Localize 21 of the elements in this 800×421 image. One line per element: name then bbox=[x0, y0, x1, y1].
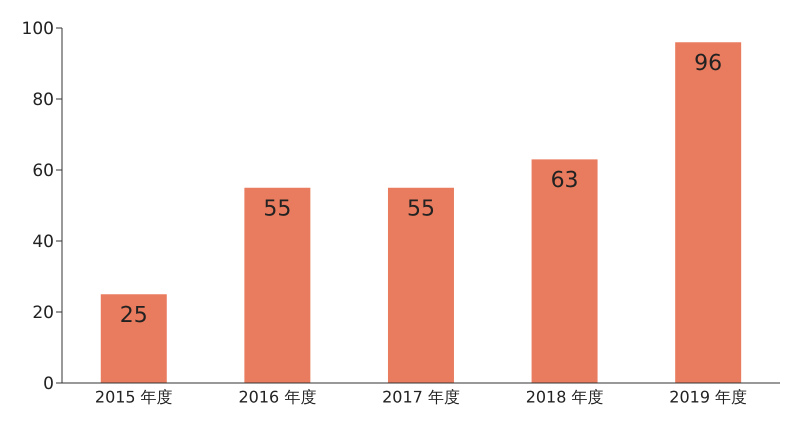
data-label: 25 bbox=[120, 302, 148, 328]
y-tick-label: 40 bbox=[32, 232, 54, 252]
y-tick-label: 0 bbox=[43, 374, 54, 394]
y-tick-label: 80 bbox=[32, 90, 54, 110]
x-tick-label: 2016 年度 bbox=[238, 387, 316, 406]
bar bbox=[244, 188, 310, 383]
bar bbox=[100, 294, 167, 383]
data-label: 63 bbox=[550, 168, 579, 193]
x-tick-label: 2015 年度 bbox=[94, 387, 173, 406]
bar bbox=[532, 159, 598, 383]
data-label: 96 bbox=[694, 50, 722, 76]
y-tick-label: 60 bbox=[32, 161, 54, 182]
data-label: 55 bbox=[263, 196, 292, 222]
y-tick-label: 100 bbox=[22, 19, 54, 40]
x-tick-label: 2017 年度 bbox=[382, 387, 460, 406]
x-tick-label: 2018 年度 bbox=[526, 387, 604, 406]
x-tick-label: 2019 年度 bbox=[669, 387, 748, 406]
data-label: 55 bbox=[406, 196, 435, 222]
bar bbox=[675, 42, 742, 383]
bar bbox=[388, 188, 454, 383]
y-tick-label: 20 bbox=[32, 303, 54, 324]
